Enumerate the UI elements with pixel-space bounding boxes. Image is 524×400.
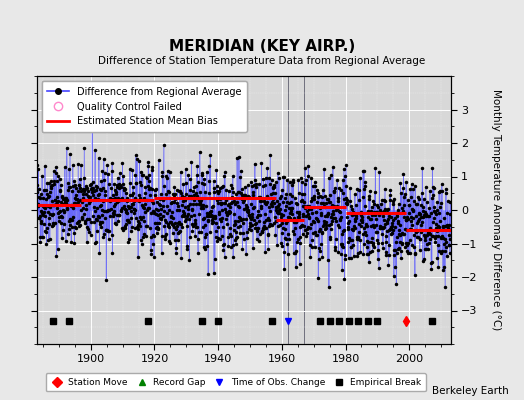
Text: Difference of Station Temperature Data from Regional Average: Difference of Station Temperature Data f… — [99, 56, 425, 66]
Text: MERIDIAN (KEY AIRP.): MERIDIAN (KEY AIRP.) — [169, 39, 355, 54]
Y-axis label: Monthly Temperature Anomaly Difference (°C): Monthly Temperature Anomaly Difference (… — [492, 89, 501, 331]
Legend: Difference from Regional Average, Quality Control Failed, Estimated Station Mean: Difference from Regional Average, Qualit… — [41, 81, 247, 132]
Text: Berkeley Earth: Berkeley Earth — [432, 386, 508, 396]
Legend: Station Move, Record Gap, Time of Obs. Change, Empirical Break: Station Move, Record Gap, Time of Obs. C… — [46, 374, 426, 392]
